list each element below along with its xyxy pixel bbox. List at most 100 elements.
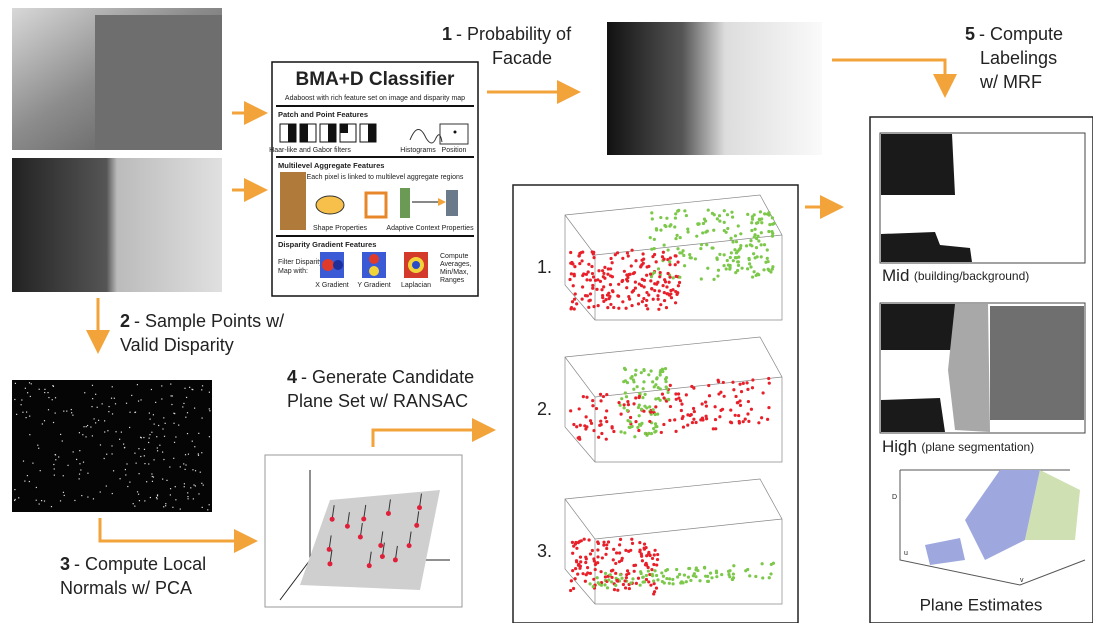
point: [738, 399, 741, 402]
feature-label: Position: [442, 147, 467, 154]
point: [636, 385, 639, 388]
point: [642, 258, 645, 261]
step-number: 1: [442, 24, 452, 44]
point: [652, 563, 655, 566]
point: [729, 237, 732, 240]
sample-dot: [166, 480, 167, 481]
point: [634, 373, 637, 376]
sample-dot: [153, 414, 154, 415]
point: [750, 244, 753, 247]
point: [676, 261, 679, 264]
point: [689, 579, 692, 582]
sample-dot: [138, 494, 139, 495]
point: [610, 580, 613, 583]
sample-dot: [106, 485, 107, 486]
point: [681, 415, 684, 418]
point: [602, 395, 605, 398]
point: [763, 212, 766, 215]
point: [665, 285, 668, 288]
point: [586, 294, 589, 297]
point: [629, 420, 632, 423]
sample-dot: [198, 433, 199, 434]
point: [632, 388, 635, 391]
sample-dot: [112, 386, 113, 387]
point: [707, 208, 710, 211]
point: [726, 227, 729, 230]
sample-dot: [47, 392, 48, 393]
point: [767, 406, 770, 409]
point: [585, 396, 588, 399]
blob: [369, 266, 379, 276]
point: [653, 271, 656, 274]
point: [751, 275, 754, 278]
sample-dot: [53, 464, 54, 465]
point: [648, 420, 651, 423]
point: [768, 223, 771, 226]
point: [570, 272, 573, 275]
point: [638, 541, 641, 544]
point: [747, 400, 750, 403]
sample-dot: [178, 425, 179, 426]
point: [751, 218, 754, 221]
point: [699, 247, 702, 250]
point: [737, 260, 740, 263]
sample-dot: [137, 384, 138, 385]
sample-dot: [149, 434, 150, 435]
sample-dot: [156, 436, 157, 437]
step-caption: Valid Disparity: [120, 335, 234, 355]
point: [614, 562, 617, 565]
point: [700, 243, 703, 246]
point: [614, 253, 617, 256]
sample-dot: [209, 436, 210, 437]
sample-dot: [175, 486, 176, 487]
sample-dot: [104, 458, 105, 459]
point: [768, 382, 771, 385]
point: [621, 300, 624, 303]
sample-dot: [63, 492, 64, 493]
point: [572, 587, 575, 590]
sample-dot: [184, 483, 185, 484]
sample-dot: [79, 450, 80, 451]
point: [605, 543, 608, 546]
sample-dot: [79, 478, 80, 479]
sample-dot: [32, 463, 33, 464]
point: [748, 574, 751, 577]
point: [688, 567, 691, 570]
point: [639, 584, 642, 587]
sample-dot: [29, 481, 30, 482]
point: [655, 563, 658, 566]
normal-point: [386, 511, 391, 516]
point: [662, 251, 665, 254]
point: [751, 378, 754, 381]
sample-dot: [146, 481, 147, 482]
point: [732, 572, 735, 575]
sample-dot: [138, 473, 139, 474]
point: [748, 258, 751, 261]
point: [706, 267, 709, 270]
point: [623, 431, 626, 434]
point: [574, 292, 577, 295]
sample-dot: [151, 389, 152, 390]
point: [660, 431, 663, 434]
feature-label: Histograms: [400, 147, 436, 154]
sample-dot: [136, 463, 137, 464]
point: [659, 229, 662, 232]
sample-dot: [100, 491, 101, 492]
sample-dot: [111, 398, 112, 399]
point: [606, 586, 609, 589]
point: [582, 395, 585, 398]
point: [632, 378, 635, 381]
point: [624, 379, 627, 382]
sample-dot: [102, 403, 103, 404]
position-dot: [454, 131, 457, 134]
sample-dot: [180, 466, 181, 467]
sample-dot: [55, 459, 56, 460]
sample-dot: [161, 385, 162, 386]
point: [653, 590, 656, 593]
point: [718, 219, 721, 222]
point: [650, 248, 653, 251]
point: [701, 231, 704, 234]
point: [654, 425, 657, 428]
point: [698, 579, 701, 582]
point: [676, 210, 679, 213]
